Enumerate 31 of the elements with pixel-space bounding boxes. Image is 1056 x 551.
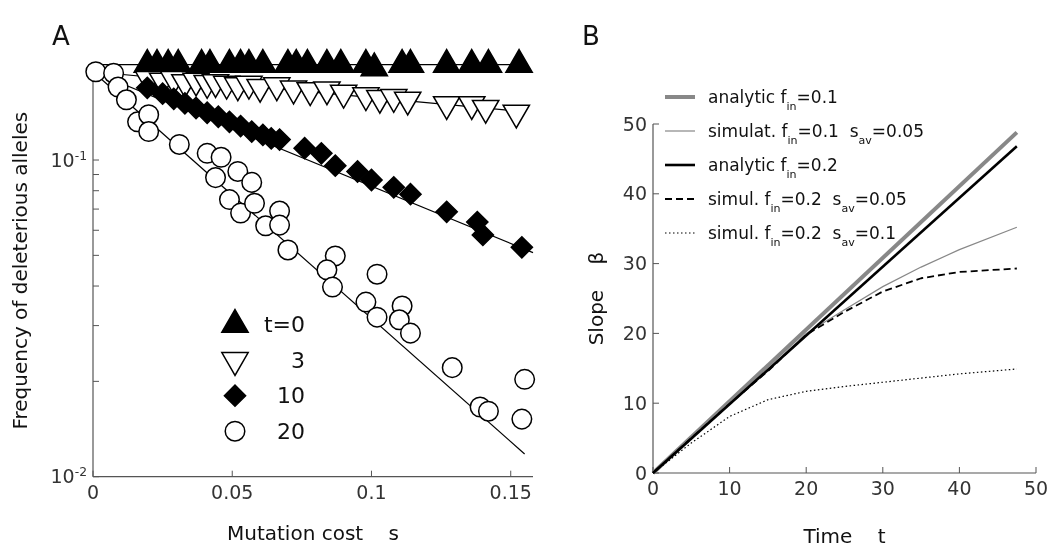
legend-label: 3	[291, 347, 305, 373]
x-tick-label: 40	[947, 477, 972, 499]
y-axis-title: Frequency of deleterious alleles	[8, 111, 32, 430]
chart-title: A	[52, 21, 70, 51]
x-tick-label: 20	[794, 477, 819, 499]
legend-label: 10	[277, 383, 305, 409]
legend-label: simulat. f$_{in}$=0.1 s$_{av}$=0.05	[708, 120, 924, 147]
chart-title: B	[582, 21, 600, 51]
legend-label: simul. f$_{in}$=0.2 s$_{av}$=0.05	[708, 188, 907, 215]
legend-label: t=0	[263, 312, 305, 338]
y-tick-label: 30	[622, 252, 647, 275]
y-tick-label: 10	[622, 391, 647, 414]
legend-label: simul. f$_{in}$=0.2 s$_{av}$=0.1	[708, 222, 897, 249]
x-tick-label: 0.1	[356, 480, 387, 503]
y-tick-label: 10$^{-2}$	[50, 465, 87, 488]
x-tick-label: 30	[870, 477, 895, 499]
y-tick-label: 10$^{-1}$	[50, 148, 87, 171]
y-tick-label: 40	[622, 182, 647, 205]
legend-label: analytic f$_{in}$=0.2	[708, 154, 838, 181]
y-tick-label: 0	[634, 461, 647, 484]
y-tick-label: 20	[622, 322, 647, 345]
x-axis-title: Mutation cost s	[226, 521, 400, 545]
x-tick-label: 0.15	[489, 480, 532, 503]
x-tick-label: 0.05	[211, 480, 254, 503]
y-tick-label: 50	[622, 112, 647, 135]
x-tick-label: 10	[717, 477, 742, 499]
legend-label: 20	[277, 418, 305, 444]
x-axis-title: Time t	[802, 524, 886, 548]
y-axis-title: Slope β	[584, 251, 608, 346]
x-tick-label: 50	[1023, 477, 1049, 499]
legend-label: analytic f$_{in}$=0.1	[708, 86, 838, 113]
